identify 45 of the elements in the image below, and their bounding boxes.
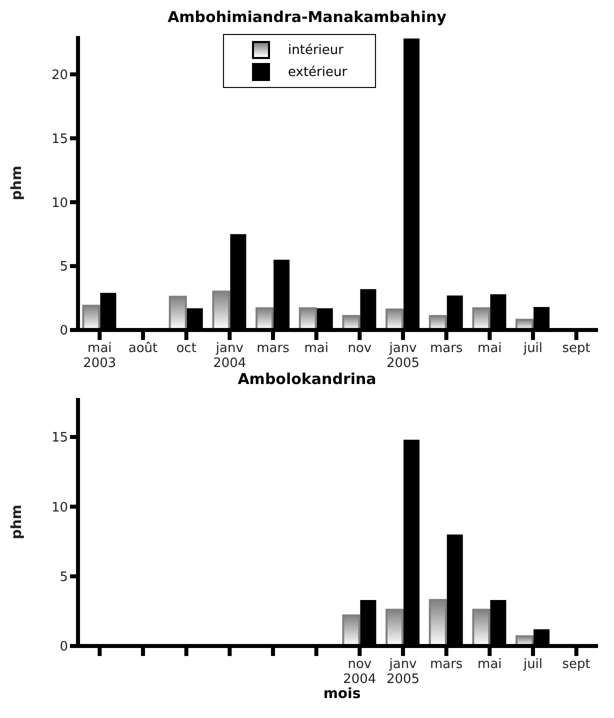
x-tick-label: nov [348, 341, 372, 356]
y-axis-title: phm [8, 504, 25, 540]
bar [342, 614, 360, 646]
legend-label: intérieur [288, 42, 344, 58]
x-tick-label: mars [430, 657, 463, 672]
x-tick-label: juil [522, 657, 543, 672]
x-tick-label: mai [304, 341, 328, 356]
x-tick-label: oct [176, 341, 196, 356]
bar [82, 304, 100, 330]
x-tick-label: janv 2004 [213, 341, 246, 371]
y-tick-label: 15 [51, 430, 68, 446]
chart-title: Ambolokandrina [236, 370, 378, 390]
bar [168, 296, 187, 330]
bar [298, 307, 317, 330]
bar [428, 599, 447, 646]
x-tick-label: mai [478, 657, 502, 672]
x-tick-label: mai 2003 [83, 341, 116, 371]
y-tick-label: 0 [60, 640, 68, 655]
y-tick-label: 5 [60, 260, 68, 275]
y-axis-title: phm [8, 166, 25, 200]
y-tick-label: 15 [51, 132, 68, 147]
bar [386, 308, 404, 330]
bar [472, 307, 490, 330]
chart-title: Ambohimiandra-Manakambahiny [166, 8, 448, 28]
x-tick-label: mars [430, 341, 463, 356]
x-axis-title: mois [322, 686, 362, 702]
x-tick-label: juil [522, 341, 543, 356]
bar [386, 608, 404, 646]
x-tick-label: sept [562, 341, 590, 356]
y-tick-label: 10 [51, 500, 68, 516]
y-tick-label: 10 [51, 196, 68, 211]
x-tick-label: janv 2005 [386, 341, 420, 371]
x-tick-label: janv 2005 [386, 657, 420, 687]
bar [212, 290, 230, 330]
y-tick-label: 0 [60, 324, 68, 339]
x-tick-label: sept [562, 657, 590, 672]
bar [472, 608, 490, 646]
legend-label: extérieur [288, 64, 348, 80]
x-tick-label: nov 2004 [343, 657, 376, 687]
bar [256, 307, 274, 330]
x-tick-label: mai [478, 341, 502, 356]
x-tick-label: mars [256, 341, 290, 356]
x-tick-label: août [128, 341, 158, 356]
y-tick-label: 20 [51, 68, 68, 83]
y-tick-label: 5 [60, 570, 68, 585]
